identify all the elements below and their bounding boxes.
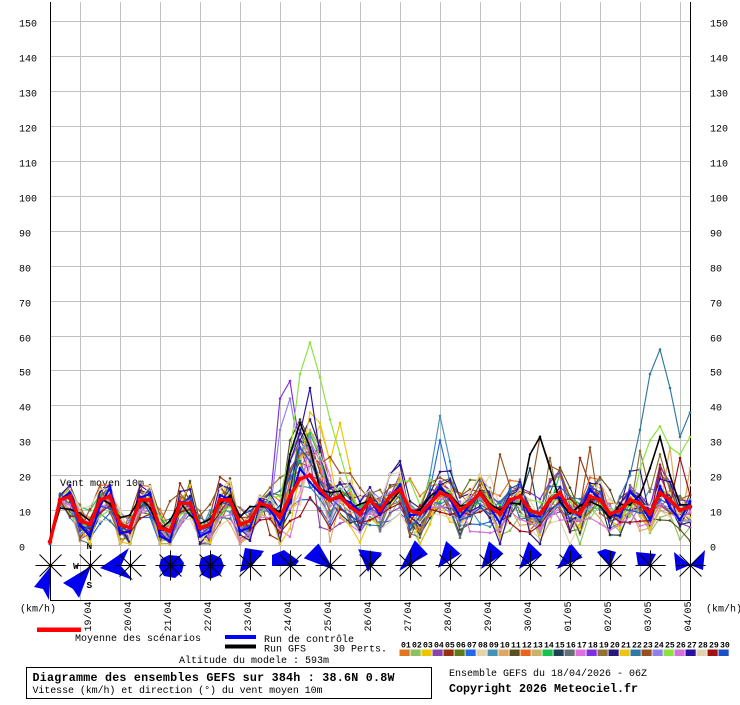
svg-text:10: 10	[500, 642, 510, 651]
svg-text:20: 20	[610, 642, 620, 651]
svg-text:60: 60	[710, 335, 722, 346]
svg-text:30: 30	[710, 439, 722, 450]
svg-text:10: 10	[710, 509, 722, 520]
svg-text:110: 110	[19, 160, 37, 171]
svg-text:140: 140	[710, 55, 728, 66]
svg-text:130: 130	[19, 90, 37, 101]
svg-text:09: 09	[489, 642, 499, 651]
svg-text:04: 04	[434, 642, 444, 651]
svg-text:15: 15	[555, 642, 565, 651]
svg-text:Run de contrôle: Run de contrôle	[264, 634, 354, 646]
svg-text:Diagramme des ensembles GEFS s: Diagramme des ensembles GEFS sur 384h : …	[33, 671, 396, 685]
svg-text:29: 29	[709, 642, 719, 651]
svg-text:60: 60	[19, 335, 31, 346]
svg-text:0: 0	[710, 544, 716, 555]
svg-text:0: 0	[19, 544, 25, 555]
svg-text:03: 03	[423, 642, 433, 651]
svg-text:26/04: 26/04	[363, 601, 375, 631]
svg-text:Moyenne des scénarios: Moyenne des scénarios	[75, 633, 201, 645]
svg-text:19/04: 19/04	[83, 601, 95, 631]
svg-text:Copyright 2026 Meteociel.fr: Copyright 2026 Meteociel.fr	[449, 682, 638, 696]
svg-text:01/05: 01/05	[563, 601, 575, 631]
svg-text:110: 110	[710, 160, 728, 171]
svg-text:30: 30	[19, 439, 31, 450]
svg-text:Run GFS: Run GFS	[264, 645, 306, 656]
svg-text:40: 40	[710, 404, 722, 415]
svg-text:90: 90	[19, 230, 31, 241]
svg-text:22: 22	[632, 642, 642, 651]
svg-text:12: 12	[522, 642, 532, 651]
svg-text:30 Perts.: 30 Perts.	[333, 645, 387, 656]
svg-text:25: 25	[665, 642, 675, 651]
svg-text:20: 20	[19, 474, 31, 485]
svg-text:29/04: 29/04	[483, 601, 495, 631]
svg-text:22/04: 22/04	[203, 601, 215, 631]
svg-text:02/05: 02/05	[603, 601, 615, 631]
svg-text:(km/h): (km/h)	[20, 604, 56, 616]
svg-text:03/05: 03/05	[643, 601, 655, 631]
svg-text:20: 20	[710, 474, 722, 485]
svg-text:27: 27	[687, 642, 697, 651]
svg-text:21: 21	[621, 642, 631, 651]
svg-text:40: 40	[19, 404, 31, 415]
svg-text:27/04: 27/04	[403, 601, 415, 631]
svg-text:(km/h): (km/h)	[706, 604, 740, 616]
svg-text:24: 24	[654, 642, 664, 651]
svg-text:80: 80	[710, 265, 722, 276]
svg-text:24/04: 24/04	[283, 601, 295, 631]
svg-text:23/04: 23/04	[243, 601, 255, 631]
svg-text:80: 80	[19, 265, 31, 276]
svg-text:130: 130	[710, 90, 728, 101]
svg-text:02: 02	[412, 642, 422, 651]
svg-text:11: 11	[511, 642, 521, 651]
svg-text:20/04: 20/04	[123, 601, 135, 631]
svg-text:25/04: 25/04	[323, 601, 335, 631]
svg-text:30: 30	[720, 642, 730, 651]
svg-text:07: 07	[467, 642, 477, 651]
svg-text:Ensemble GEFS du 18/04/2026 -: Ensemble GEFS du 18/04/2026 - 06Z	[449, 668, 647, 680]
svg-text:120: 120	[19, 125, 37, 136]
svg-text:Altitude du modele : 593m: Altitude du modele : 593m	[179, 655, 329, 667]
svg-text:21/04: 21/04	[163, 601, 175, 631]
svg-text:140: 140	[19, 55, 37, 66]
svg-text:23: 23	[643, 642, 653, 651]
svg-text:150: 150	[710, 20, 728, 31]
svg-text:18: 18	[588, 642, 598, 651]
svg-text:05: 05	[445, 642, 455, 651]
svg-text:10: 10	[19, 509, 31, 520]
svg-text:08: 08	[478, 642, 488, 651]
svg-text:14: 14	[544, 642, 554, 651]
svg-text:150: 150	[19, 20, 37, 31]
svg-text:70: 70	[19, 300, 31, 311]
svg-text:50: 50	[710, 369, 722, 380]
svg-text:50: 50	[19, 369, 31, 380]
svg-text:17: 17	[577, 642, 587, 651]
svg-text:90: 90	[710, 230, 722, 241]
svg-text:13: 13	[533, 642, 543, 651]
svg-text:16: 16	[566, 642, 576, 651]
svg-text:N: N	[87, 541, 93, 552]
svg-text:19: 19	[599, 642, 609, 651]
svg-text:70: 70	[710, 300, 722, 311]
svg-text:30/04: 30/04	[523, 601, 535, 631]
svg-text:04/05: 04/05	[683, 601, 695, 631]
svg-text:01: 01	[401, 642, 411, 651]
svg-text:100: 100	[19, 195, 37, 206]
svg-text:28/04: 28/04	[443, 601, 455, 631]
svg-text:100: 100	[710, 195, 728, 206]
svg-text:26: 26	[676, 642, 686, 651]
svg-text:W: W	[73, 561, 79, 572]
svg-text:S: S	[87, 580, 93, 591]
svg-text:Vitesse (km/h) et direction (°: Vitesse (km/h) et direction (°) du vent …	[33, 685, 323, 697]
svg-text:Vent moyen 10m: Vent moyen 10m	[60, 479, 144, 490]
svg-text:120: 120	[710, 125, 728, 136]
svg-text:06: 06	[456, 642, 466, 651]
svg-text:28: 28	[698, 642, 708, 651]
